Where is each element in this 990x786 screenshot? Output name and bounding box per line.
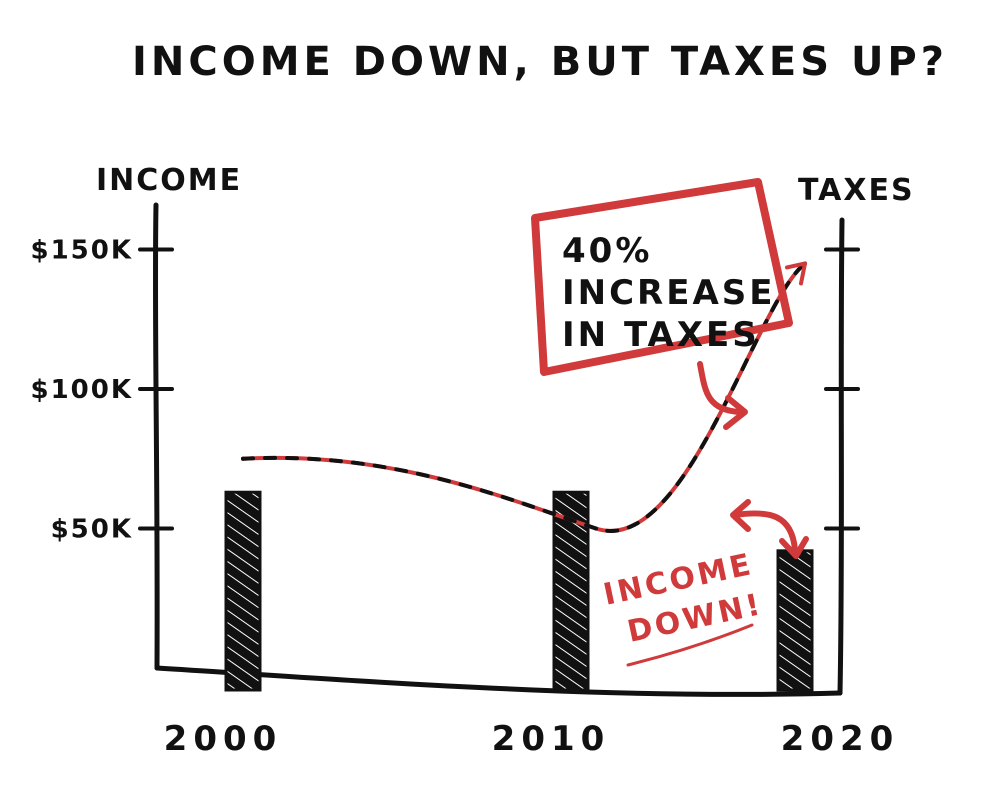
tax-annotation-line-1: 40% (562, 231, 652, 271)
bar-2000 (224, 490, 262, 692)
tax-annotation-arrowhead (723, 395, 748, 430)
x-label-2000: 2000 (164, 719, 283, 759)
y-tick-label-2: $150K (30, 236, 133, 266)
tax-annotation-box (531, 178, 793, 376)
bars (224, 490, 814, 692)
tax-annotation-line-3: IN TAXES (562, 315, 760, 355)
tax-point-2010 (594, 526, 598, 531)
tax-line (241, 261, 807, 533)
y-tick-label-0: $50K (51, 515, 133, 545)
income-annotation-arrowhead-left (730, 499, 751, 532)
income-annotation-underline (626, 623, 754, 667)
x-label-2010: 2010 (492, 719, 611, 759)
x-labels: 2000 2010 2020 (164, 719, 900, 759)
bar-2020 (776, 549, 814, 692)
y2-ticks (824, 247, 860, 531)
tax-annotation-arrow (697, 361, 743, 415)
income-annotation-arrow (732, 510, 798, 553)
x-label-2020: 2020 (781, 719, 900, 759)
tax-increase-annotation: 40% INCREASE IN TAXES (531, 178, 793, 430)
y2-axis-label: TAXES (798, 173, 915, 208)
income-annotation-arrowhead-down (779, 536, 809, 559)
tax-line-arrowhead (785, 261, 807, 286)
chart-title: INCOME DOWN, BUT TAXES UP? (132, 39, 948, 85)
y-axis-line (152, 202, 160, 671)
tax-annotation-line-2: INCREASE (562, 273, 776, 313)
y2-axis-line (837, 217, 845, 696)
y-ticks: $50K $100K $150K (30, 236, 174, 545)
y-tick-label-1: $100K (30, 375, 133, 405)
tax-point-2000 (241, 456, 245, 461)
y-axis-label: INCOME (96, 163, 242, 198)
